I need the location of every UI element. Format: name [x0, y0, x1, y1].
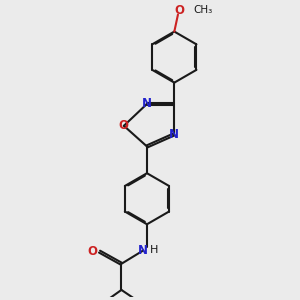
Text: CH₃: CH₃: [193, 5, 212, 15]
Text: O: O: [174, 4, 184, 17]
Text: H: H: [150, 245, 158, 255]
Text: O: O: [87, 244, 97, 257]
Text: N: N: [138, 244, 148, 257]
Text: N: N: [142, 98, 152, 110]
Text: O: O: [119, 119, 129, 132]
Text: N: N: [169, 128, 179, 141]
